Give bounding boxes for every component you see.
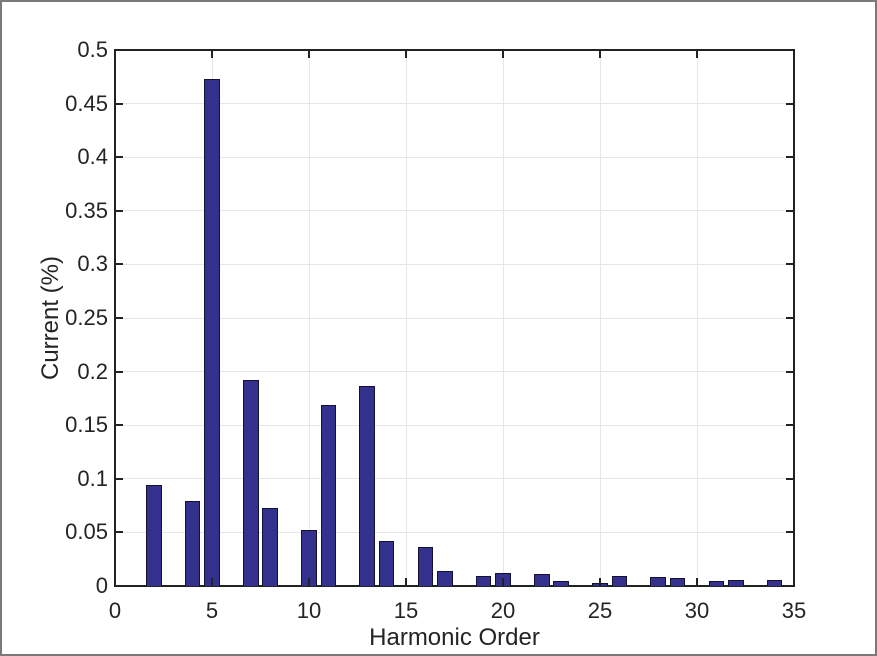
x-tick-top xyxy=(599,50,601,58)
y-tick-right xyxy=(786,585,794,587)
bar xyxy=(417,547,434,586)
y-tick-left xyxy=(115,370,123,373)
y-tick-left xyxy=(115,263,123,266)
x-tick-top xyxy=(308,50,310,58)
bar xyxy=(611,576,628,586)
plot-area xyxy=(114,49,795,587)
y-tick-label: 0.1 xyxy=(77,465,108,491)
x-tick-bottom xyxy=(793,578,795,586)
y-gridline xyxy=(115,478,794,480)
x-tick-top xyxy=(793,50,795,58)
y-tick-left xyxy=(115,317,123,319)
y-tick-right xyxy=(786,370,794,373)
y-gridline xyxy=(115,317,794,319)
x-tick-label: 5 xyxy=(205,598,219,623)
bar xyxy=(146,485,162,586)
y-tick-right xyxy=(786,102,794,105)
x-tick-label: 35 xyxy=(781,598,807,623)
y-tick-right xyxy=(786,531,794,534)
y-tick-right xyxy=(786,317,794,319)
y-tick-left xyxy=(115,424,123,427)
y-gridline xyxy=(115,371,794,373)
y-tick-left xyxy=(115,477,123,480)
y-tick-label: 0.3 xyxy=(77,251,108,277)
y-tick-right xyxy=(786,209,794,212)
bar xyxy=(708,580,725,586)
y-tick-right xyxy=(786,424,794,427)
bar xyxy=(728,579,744,586)
bar xyxy=(534,574,550,586)
y-gridline xyxy=(115,103,794,105)
x-tick-bottom xyxy=(211,578,213,586)
bar xyxy=(262,507,278,586)
x-tick-label: 0 xyxy=(108,598,122,623)
y-tick-left xyxy=(115,49,123,51)
bar xyxy=(475,576,492,586)
x-tick-top xyxy=(211,50,213,58)
y-tick-label: 0.4 xyxy=(77,144,108,170)
x-tick-top xyxy=(405,50,407,58)
y-tick-left xyxy=(115,102,123,105)
y-gridline xyxy=(115,424,794,426)
bar xyxy=(669,578,686,586)
x-tick-bottom xyxy=(599,578,601,586)
x-tick-label: 30 xyxy=(684,598,710,623)
y-tick-right xyxy=(786,477,794,480)
x-tick-bottom xyxy=(308,578,310,586)
x-tick-bottom xyxy=(405,578,407,586)
y-tick-left xyxy=(115,531,123,534)
y-tick-left xyxy=(115,156,123,159)
x-tick-top xyxy=(114,50,116,58)
bar xyxy=(650,577,666,586)
bar xyxy=(378,540,395,586)
y-tick-label: 0.2 xyxy=(77,358,108,384)
y-gridline xyxy=(115,263,794,265)
bar xyxy=(359,385,375,586)
y-tick-right xyxy=(786,263,794,266)
y-tick-label: 0 xyxy=(95,573,108,598)
bar xyxy=(553,580,569,586)
x-tick-label: 10 xyxy=(296,598,322,623)
bar xyxy=(320,404,337,586)
y-tick-left xyxy=(115,585,123,587)
x-tick-label: 20 xyxy=(490,598,516,623)
bar xyxy=(184,501,201,586)
x-tick-top xyxy=(696,50,698,58)
y-tick-label: 0.25 xyxy=(65,305,108,330)
x-tick-label: 15 xyxy=(393,598,419,623)
y-gridline xyxy=(115,156,794,158)
bar xyxy=(437,570,453,586)
x-tick-label: 25 xyxy=(587,598,613,623)
bar xyxy=(204,78,220,586)
x-axis-label: Harmonic Order xyxy=(369,624,540,651)
y-tick-right xyxy=(786,156,794,159)
y-tick-label: 0.15 xyxy=(65,412,108,438)
bar xyxy=(766,579,783,586)
y-tick-label: 0.5 xyxy=(77,37,108,62)
bar xyxy=(301,530,317,586)
x-tick-bottom xyxy=(114,578,116,586)
x-tick-top xyxy=(502,50,504,58)
x-tick-bottom xyxy=(502,578,504,586)
y-tick-right xyxy=(786,49,794,51)
y-tick-label: 0.35 xyxy=(65,197,108,223)
y-tick-left xyxy=(115,209,123,212)
x-tick-bottom xyxy=(696,578,698,586)
y-gridline xyxy=(115,531,794,533)
y-gridline xyxy=(115,210,794,212)
bar xyxy=(243,380,259,586)
y-tick-label: 0.05 xyxy=(65,519,108,545)
y-tick-label: 0.45 xyxy=(65,90,108,116)
